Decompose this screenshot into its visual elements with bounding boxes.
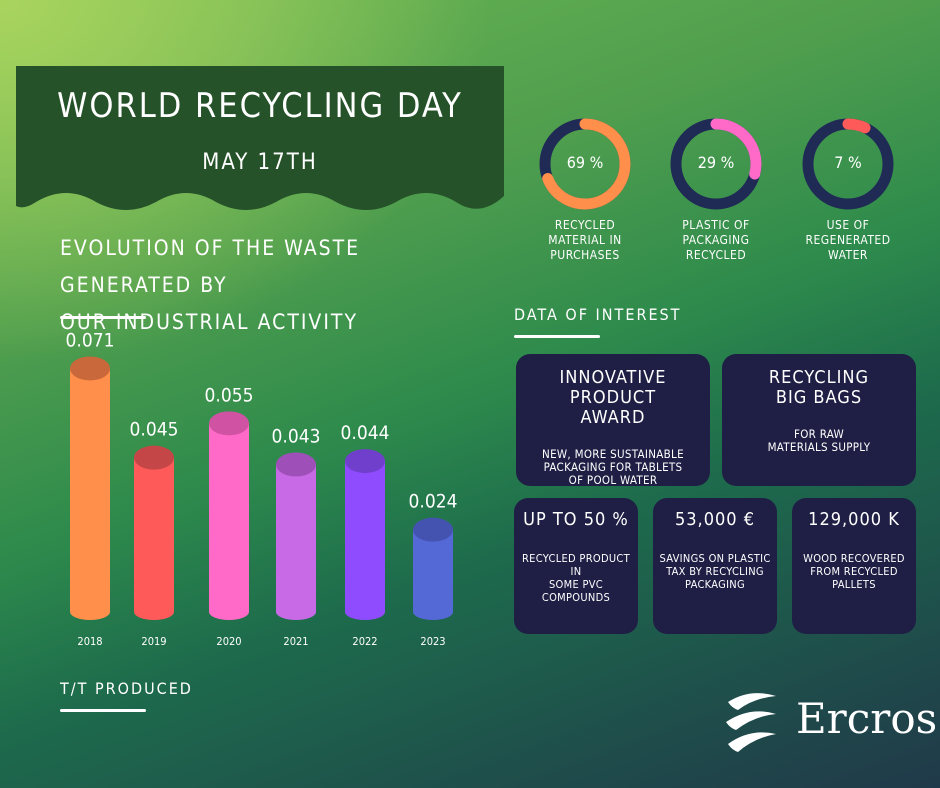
bar-body	[134, 457, 174, 620]
card-wood-recovered: 129,000 K WOOD RECOVERED FROM RECYCLED P…	[792, 498, 916, 634]
year-label: 2019	[141, 635, 166, 648]
bar-2022	[345, 449, 385, 620]
donut-ring	[802, 118, 894, 210]
bar-value-label: 0.024	[409, 491, 458, 513]
donut-ring	[670, 118, 762, 210]
bar-body	[345, 461, 385, 620]
donut-arc	[670, 118, 762, 210]
donut-arc	[539, 118, 631, 210]
card-title: 129,000 K	[808, 509, 900, 530]
card-text: RECYCLED PRODUCT IN SOME PVC COMPOUNDS	[522, 552, 630, 604]
banner-title: WORLD RECYCLING DAY	[57, 86, 463, 126]
donut-label: PLASTIC OF PACKAGING RECYCLED	[682, 218, 750, 262]
card-title: RECYCLING BIG BAGS	[768, 367, 870, 408]
bar-value-label: 0.044	[341, 422, 390, 444]
evolution-title-line2: OUR INDUSTRIAL ACTIVITY	[60, 310, 358, 334]
donut-value: 7 %	[834, 153, 862, 172]
year-label: 2023	[420, 635, 445, 648]
bar-2018	[70, 356, 110, 620]
title-banner: WORLD RECYCLING DAY MAY 17TH	[16, 66, 504, 230]
unit-label: T/T PRODUCED	[60, 679, 193, 698]
card-title: 53,000 €	[674, 509, 756, 530]
bar-body	[276, 464, 316, 620]
bar-2019	[134, 445, 174, 620]
bar-cap	[413, 517, 453, 542]
evolution-title: EVOLUTION OF THE WASTE GENERATED BY OUR …	[60, 230, 500, 341]
year-label: 2020	[216, 635, 241, 648]
card-text: SAVINGS ON PLASTIC TAX BY RECYCLING PACK…	[659, 552, 771, 591]
waste-bar-chart: 0.071 2018 0.045 2019 0.055 2020 0.043 2021 0.04…	[66, 329, 458, 648]
donut-value: 29 %	[697, 153, 735, 172]
donut-2: 29 %	[668, 116, 764, 212]
bar-value-label: 0.043	[272, 426, 321, 448]
card-text: FOR RAW MATERIALS SUPPLY	[767, 427, 871, 454]
card-innovative-award: INNOVATIVE PRODUCT AWARD NEW, MORE SUSTA…	[516, 354, 710, 487]
card-plastic-tax-savings: 53,000 € SAVINGS ON PLASTIC TAX BY RECYC…	[653, 498, 777, 634]
ercros-logo: Ercros	[724, 688, 937, 758]
donut-value: 69 %	[566, 153, 604, 172]
interest-title-rule	[514, 335, 600, 338]
bar-cap	[345, 449, 385, 474]
donut-arc	[802, 118, 894, 210]
bar-body	[209, 423, 249, 620]
donut-label: USE OF REGENERATED WATER	[805, 218, 891, 262]
bar-2021	[276, 452, 316, 620]
donut-1: 69 %	[537, 116, 633, 212]
unit-label-rule	[60, 709, 146, 712]
ercros-logo-icon	[726, 693, 776, 752]
evolution-title-line1: EVOLUTION OF THE WASTE GENERATED BY	[60, 236, 361, 297]
bar-value-label: 0.055	[205, 384, 254, 406]
card-text: WOOD RECOVERED FROM RECYCLED PALLETS	[803, 552, 905, 591]
bar-value-label: 0.071	[66, 329, 115, 351]
card-title: UP TO 50 %	[523, 509, 629, 530]
bar-cap	[276, 452, 316, 477]
bar-cap	[209, 411, 249, 436]
banner-date: MAY 17TH	[202, 150, 318, 175]
evolution-title-rule	[60, 316, 146, 319]
ercros-logo-text: Ercros	[796, 694, 938, 743]
card-text: NEW, MORE SUSTAINABLE PACKAGING FOR TABL…	[542, 447, 684, 487]
card-title: INNOVATIVE PRODUCT AWARD	[559, 367, 667, 428]
bar-cap	[134, 445, 174, 470]
bar-cap	[70, 356, 110, 381]
banner-shape	[16, 66, 504, 210]
bar-body	[70, 368, 110, 620]
card-recycled-pvc: UP TO 50 % RECYCLED PRODUCT IN SOME PVC …	[514, 498, 638, 634]
donut-3: 7 %	[800, 116, 896, 212]
bar-body	[413, 529, 453, 620]
year-label: 2022	[352, 635, 377, 648]
card-recycling-big-bags: RECYCLING BIG BAGS FOR RAW MATERIALS SUP…	[722, 354, 916, 486]
bar-2020	[209, 411, 249, 620]
year-label: 2018	[77, 635, 102, 648]
bar-value-label: 0.045	[130, 419, 179, 441]
year-label: 2021	[283, 635, 308, 648]
bar-2023	[413, 517, 453, 620]
donut-label: RECYCLED MATERIAL IN PURCHASES	[548, 218, 622, 262]
donut-ring	[539, 118, 631, 210]
interest-title: DATA OF INTEREST	[514, 305, 682, 324]
